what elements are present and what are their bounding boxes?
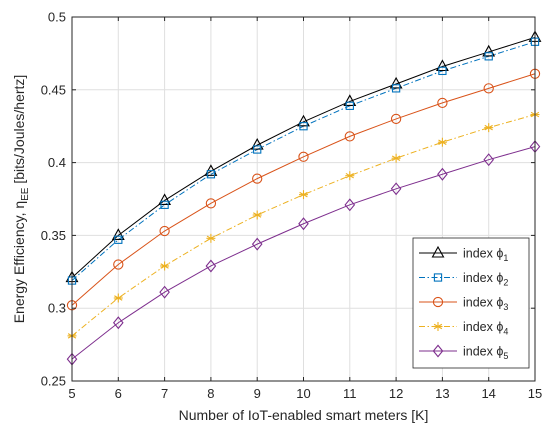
data-point-s1 [435, 59, 449, 72]
y-tick-labels: 0.25 0.3 0.35 0.4 0.45 0.5 [41, 10, 66, 389]
data-point-s2 [114, 235, 123, 244]
legend-label-subscript: 2 [503, 278, 508, 288]
data-point-s4 [484, 123, 494, 133]
series-line-5 [71, 146, 536, 360]
y-tick-label: 0.3 [48, 301, 66, 316]
y-axis-title: Energy Efficiency, ηEE [bits/Joules/hert… [11, 75, 31, 324]
y-tick-label: 0.45 [41, 82, 66, 97]
data-point-s4 [345, 171, 355, 181]
data-point-s4 [160, 261, 170, 271]
series-line-3 [71, 73, 536, 306]
legend-entry-2: index ϕ2 [463, 271, 508, 288]
y-tick-label: 0.5 [48, 10, 66, 25]
x-tick-label: 13 [435, 386, 449, 401]
legend-box [412, 237, 530, 369]
y-axis-title-subscript: EE [20, 187, 31, 201]
data-point-s4 [437, 137, 447, 147]
data-point-s2 [391, 84, 401, 93]
y-axis-title-main: Energy Efficiency, η [11, 201, 27, 323]
y-tick-label: 0.35 [41, 228, 66, 243]
legend-label-subscript: 1 [503, 253, 508, 263]
data-point-s3 [205, 198, 217, 209]
legend-entry-4: index ϕ4 [463, 320, 508, 337]
legend-label: index ϕ [463, 345, 503, 359]
x-tick-label: 12 [389, 386, 403, 401]
data-point-s3 [159, 225, 170, 237]
legend-entry-3: index ϕ3 [463, 296, 508, 313]
data-point-s1 [343, 94, 357, 106]
data-point-s1 [482, 44, 496, 57]
x-tick-label: 8 [207, 386, 214, 401]
legend-marker-3 [432, 296, 444, 308]
data-point-s2 [206, 170, 216, 179]
legend-label: index ϕ [463, 320, 503, 334]
data-point-s1 [111, 228, 125, 240]
data-point-s3 [390, 113, 402, 125]
y-tick-label: 0.4 [48, 155, 66, 170]
legend-marker-5 [432, 344, 444, 358]
data-point-s5 [390, 182, 402, 196]
series-line-1 [71, 36, 536, 278]
y-tick-label: 0.25 [41, 374, 66, 389]
data-point-s1 [297, 114, 310, 127]
legend-marker-4 [433, 322, 443, 331]
x-tick-label: 14 [481, 386, 495, 401]
x-tick-labels: 5 6 7 8 9 10 11 12 13 14 15 [68, 386, 542, 401]
legend-label: index ϕ [463, 296, 503, 310]
data-point-s4 [252, 210, 262, 220]
data-point-s2 [253, 145, 262, 154]
data-point-s1 [250, 137, 264, 150]
data-point-s2 [438, 66, 447, 76]
data-point-s4 [391, 153, 401, 163]
data-point-s3 [483, 83, 494, 94]
data-point-s4 [299, 190, 308, 200]
data-point-s5 [205, 259, 217, 273]
x-tick-label: 15 [528, 386, 542, 401]
data-point-s3 [113, 259, 124, 270]
x-tick-label: 10 [296, 386, 310, 401]
legend-entry-5: index ϕ5 [463, 345, 508, 362]
x-tick-label: 9 [254, 386, 261, 401]
data-point-s2 [299, 122, 308, 131]
legend-label-subscript: 5 [503, 351, 508, 361]
data-point-s3 [298, 151, 309, 162]
x-axis-title: Number of IoT-enabled smart meters [K] [179, 407, 429, 423]
x-tick-label: 6 [115, 386, 122, 401]
data-point-s5 [159, 285, 170, 299]
data-point-s1 [389, 76, 403, 89]
data-point-s2 [484, 52, 493, 61]
data-point-s3 [437, 97, 448, 109]
legend-label-subscript: 3 [503, 302, 508, 312]
x-tick-label: 7 [161, 386, 168, 401]
legend-entry-1: index ϕ1 [463, 247, 508, 264]
x-tick-label: 11 [343, 386, 357, 401]
data-point-s5 [251, 237, 263, 251]
data-point-s4 [113, 293, 123, 303]
axis-ticks [71, 16, 536, 382]
legend-marker-2 [433, 273, 443, 282]
data-point-s2 [160, 200, 169, 209]
data-point-s5 [298, 217, 309, 231]
data-point-s5 [483, 153, 495, 167]
data-point-s5 [437, 167, 448, 181]
data-point-s5 [112, 316, 124, 330]
legend-label: index ϕ [463, 271, 503, 285]
data-point-s2 [345, 101, 354, 110]
legend-label-subscript: 4 [503, 327, 508, 337]
data-point-s4 [206, 233, 216, 243]
data-point-s1 [158, 193, 172, 206]
y-axis-title-unit: [bits/Joules/hertz] [11, 75, 27, 188]
legend-label: index ϕ [463, 247, 503, 261]
data-point-s5 [344, 198, 356, 212]
data-point-s3 [252, 173, 263, 184]
legend-marker-1 [431, 245, 445, 258]
data-point-s3 [344, 131, 355, 142]
x-tick-label: 5 [68, 386, 75, 401]
